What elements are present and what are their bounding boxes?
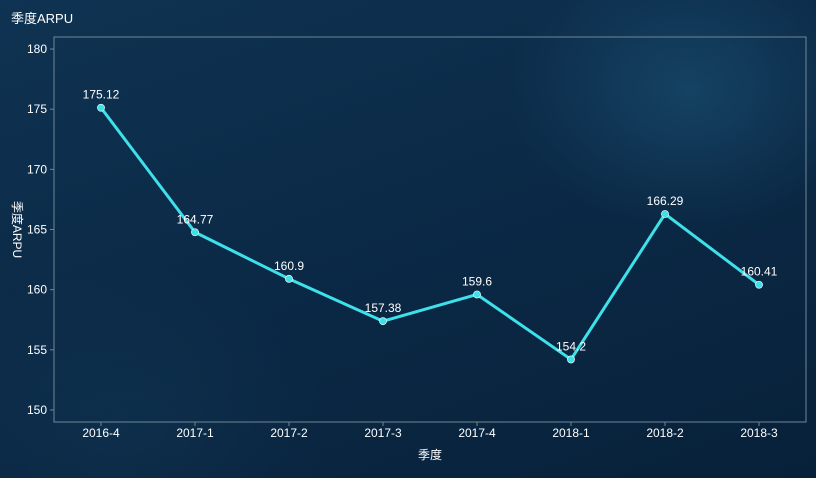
plot-frame <box>53 36 807 423</box>
y-tick-label: 150 <box>27 403 47 417</box>
x-axis-title: 季度 <box>418 447 442 462</box>
data-label: 175.12 <box>83 88 120 102</box>
data-labels-layer: 175.12 164.77 160.9 157.38 159.6 154.2 166.29 1… <box>83 88 778 354</box>
data-label: 159.6 <box>462 274 492 288</box>
y-tick-label: 180 <box>27 42 47 56</box>
data-label: 166.29 <box>647 194 684 208</box>
data-points-layer <box>97 103 763 364</box>
x-tick-label: 2017-1 <box>176 426 214 440</box>
y-axis-title: 季度ARPU <box>10 201 25 258</box>
x-tick-label: 2017-3 <box>364 426 402 440</box>
data-label: 160.9 <box>274 259 304 273</box>
x-tick-label: 2017-2 <box>270 426 308 440</box>
y-tick-label: 165 <box>27 223 47 237</box>
data-point[interactable] <box>567 355 575 364</box>
data-point[interactable] <box>379 317 387 326</box>
y-tick-label: 160 <box>27 283 47 297</box>
data-label: 160.41 <box>741 265 778 279</box>
x-tick-label: 2018-3 <box>740 426 778 440</box>
data-label: 164.77 <box>177 212 214 226</box>
x-tick-label: 2016-4 <box>82 426 120 440</box>
x-tick-label: 2018-1 <box>552 426 590 440</box>
series-line <box>99 106 761 361</box>
data-point[interactable] <box>473 290 481 299</box>
chart-title: 季度ARPU <box>11 11 74 26</box>
y-tick-label: 155 <box>27 343 47 357</box>
data-point[interactable] <box>755 280 763 289</box>
x-tick-label: 2018-2 <box>646 426 684 440</box>
data-point[interactable] <box>661 210 669 218</box>
y-tick-label: 175 <box>27 102 47 116</box>
x-axis-ticks: 2016-4 2017-1 2017-2 2017-3 2017-4 2018-1 2018… <box>82 422 778 440</box>
data-point[interactable] <box>97 103 105 112</box>
data-label: 157.38 <box>365 301 402 315</box>
x-tick-label: 2017-4 <box>458 426 496 440</box>
data-point[interactable] <box>285 274 293 283</box>
data-label: 154.2 <box>556 339 586 353</box>
series-line-layer <box>99 106 761 361</box>
plot-border <box>53 36 807 423</box>
y-tick-label: 170 <box>27 162 47 176</box>
y-axis-ticks: 150 155 160 165 170 175 180 <box>27 42 54 417</box>
data-point[interactable] <box>191 228 199 237</box>
